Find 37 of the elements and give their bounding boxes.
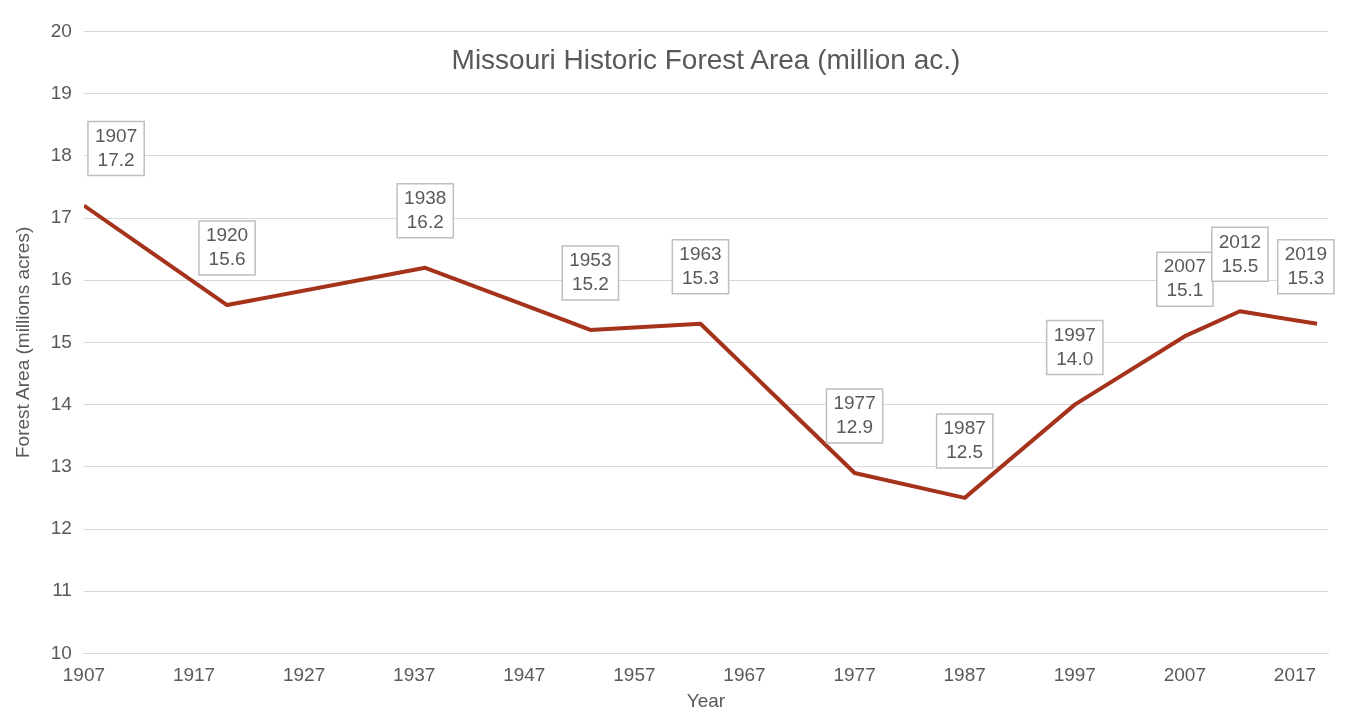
data-label: 1963 15.3: [679, 242, 722, 288]
data-label: 1953 15.2: [569, 249, 612, 295]
x-tick-label: 1937: [393, 664, 436, 686]
x-tick-label: 1907: [62, 664, 106, 686]
y-tick-label: 15: [50, 330, 72, 352]
x-tick-label: 1917: [172, 664, 216, 686]
data-label: 2007 15.1: [1163, 255, 1207, 301]
data-label: 2012 15.5: [1218, 230, 1262, 276]
x-tick-label: 1967: [723, 664, 766, 686]
x-tick-label: 1977: [833, 664, 876, 686]
data-label: 1907 17.2: [94, 124, 138, 170]
text: Missouri Historic Forest Area (million ac.): [451, 44, 961, 76]
y-tick-label: 18: [50, 144, 72, 166]
x-tick-label: 1957: [613, 664, 656, 686]
x-tick-label: 1947: [503, 664, 546, 686]
y-axis-title: Forest Area (millions acres): [11, 226, 33, 459]
y-tick-label: 13: [50, 455, 72, 477]
x-tick-label: 2007: [1163, 664, 1207, 686]
x-axis-title: Year: [686, 689, 726, 711]
x-tick-label: 1927: [282, 664, 326, 686]
y-tick-label: 17: [50, 206, 72, 228]
y-tick-label: 12: [50, 517, 72, 539]
data-label: 1920 15.6: [205, 224, 249, 270]
data-label: 2019 15.3: [1284, 242, 1328, 288]
data-label: 1987 12.5: [943, 417, 986, 463]
x-tick-label: 2017: [1273, 664, 1317, 686]
y-tick-label: 16: [50, 268, 72, 290]
y-tick-label: 20: [50, 19, 72, 41]
data-label: 1977 12.9: [833, 392, 876, 438]
data-label: 1938 16.2: [404, 186, 447, 232]
y-tick-label: 10: [50, 641, 72, 663]
y-tick-label: 19: [50, 81, 72, 103]
x-tick-label: 1987: [943, 664, 986, 686]
data-label: 1997 14.0: [1053, 323, 1096, 369]
y-tick-label: 11: [52, 579, 72, 601]
y-tick-label: 14: [50, 392, 73, 414]
x-tick-label: 1997: [1053, 664, 1096, 686]
